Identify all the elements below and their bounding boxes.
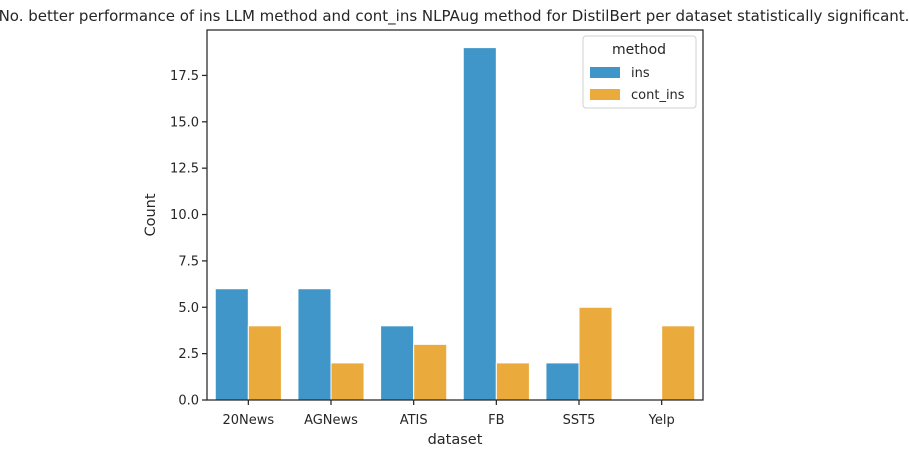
x-tick-label: AGNews [304,413,358,428]
bar-cont_ins-SST5 [578,306,613,401]
bar-ins-SST5 [545,362,580,401]
x-axis-ticks: 20News AGNews ATIS FB SST5 Yelp [222,400,675,428]
chart-title: No. better performance of ins LLM method… [0,7,909,26]
legend: method ins cont_ins [582,35,697,109]
bar-ins-AGNews [297,288,332,401]
y-tick-label: 10.0 [170,208,199,223]
bar-cont_ins-FB [495,362,530,401]
plot-frame [206,29,704,401]
bar-cont_ins-20News [247,325,282,401]
legend-title: method [612,42,666,58]
y-tick-label: 17.5 [170,69,199,84]
x-tick-label: ATIS [400,413,428,428]
bars-group [214,47,696,401]
bar-ins-FB [462,47,497,401]
x-tick-label: Yelp [648,413,675,428]
legend-swatch-ins [590,67,620,78]
legend-swatch-cont_ins [590,89,620,100]
y-tick-label: 7.5 [178,254,199,269]
x-tick-label: SST5 [563,413,596,428]
legend-label-ins: ins [631,66,650,81]
x-axis-label: dataset [428,432,483,448]
bar-ins-20News [214,288,249,401]
bar-cont_ins-AGNews [330,362,365,401]
y-axis-ticks: 0.0 2.5 5.0 7.5 10.0 12.5 15.0 17.5 [170,69,207,409]
x-tick-label: FB [488,413,504,428]
y-tick-label: 12.5 [170,162,199,177]
x-tick-label: 20News [222,413,274,428]
y-tick-label: 5.0 [178,301,199,316]
legend-label-cont_ins: cont_ins [631,88,685,103]
bar-cont_ins-Yelp [661,325,696,401]
y-tick-label: 2.5 [178,347,199,362]
y-tick-label: 0.0 [178,394,199,409]
bar-ins-ATIS [380,325,415,401]
y-axis-label: Count [143,193,159,236]
y-tick-label: 15.0 [170,115,199,130]
bar-cont_ins-ATIS [413,343,448,401]
